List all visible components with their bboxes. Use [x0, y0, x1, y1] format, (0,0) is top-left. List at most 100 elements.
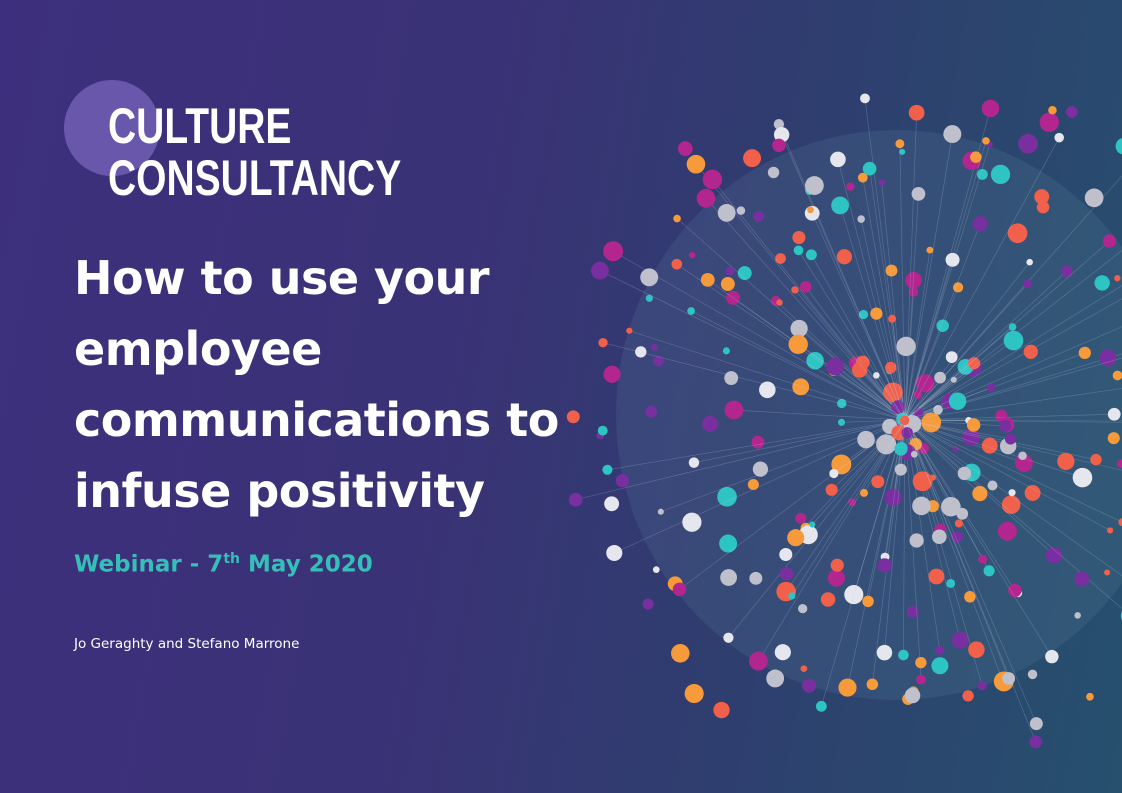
burst-dot	[888, 314, 897, 323]
burst-dot	[948, 392, 967, 410]
burst-dot	[827, 569, 845, 587]
burst-dot	[1001, 495, 1021, 514]
burst-ray	[904, 137, 1060, 421]
burst-dot	[650, 343, 658, 351]
burst-dot	[792, 230, 806, 245]
burst-dot	[894, 442, 908, 456]
burst-ray	[629, 330, 906, 421]
burst-dot	[724, 371, 739, 385]
burst-dot	[725, 266, 735, 276]
burst-dot	[640, 268, 659, 287]
burst-ray	[602, 342, 906, 421]
burst-ray	[705, 198, 906, 421]
burst-dot	[857, 172, 868, 183]
burst-dot	[957, 466, 972, 481]
burst-dot	[913, 408, 924, 418]
burst-dot	[689, 251, 696, 259]
burst-dot	[603, 365, 621, 383]
burst-dot	[837, 418, 846, 426]
burst-ray	[904, 419, 1122, 577]
burst-dot	[767, 166, 780, 179]
burst-dot	[921, 412, 942, 433]
burst-dot	[805, 249, 817, 261]
burst-dot	[1008, 489, 1016, 497]
burst-dot	[1045, 546, 1063, 564]
burst-dot	[1107, 432, 1120, 445]
subtitle-sup: th	[223, 551, 240, 567]
burst-dot	[830, 151, 846, 168]
burst-dot	[604, 496, 620, 512]
burst-dot	[1029, 735, 1043, 749]
burst-ray	[904, 271, 1068, 421]
burst-ray	[904, 283, 1028, 421]
burst-ray	[904, 419, 1037, 724]
burst-dot	[895, 139, 905, 149]
burst-dot	[906, 606, 919, 618]
burst-dot	[1117, 459, 1122, 469]
burst-dot	[724, 400, 744, 420]
burst-ray	[904, 259, 953, 421]
burst-dot	[791, 286, 799, 294]
burst-ray	[904, 419, 1122, 523]
burst-dot	[806, 351, 824, 370]
burst-dot	[793, 245, 804, 256]
burst-ray	[679, 419, 906, 590]
burst-ray	[676, 218, 906, 421]
burst-dot	[836, 249, 852, 265]
burst-dot	[726, 290, 740, 305]
burst-ray	[614, 419, 906, 554]
burst-dot	[908, 104, 925, 121]
burst-ray	[904, 419, 1053, 657]
burst-ray	[904, 340, 1014, 421]
burst-dot	[815, 700, 827, 712]
burst-dot	[1002, 672, 1016, 685]
burst-dot	[1065, 106, 1078, 118]
burst-ray	[863, 419, 906, 494]
burst-dot	[749, 651, 768, 671]
burst-dot	[831, 196, 849, 215]
burst-dot	[935, 645, 945, 655]
burst-dot	[773, 126, 790, 143]
burst-dot	[953, 282, 964, 293]
burst-dot	[876, 644, 893, 661]
burst-dot	[951, 531, 963, 543]
burst-ray	[847, 419, 906, 688]
burst-dot	[677, 141, 693, 157]
burst-ray	[904, 379, 955, 421]
burst-ray	[781, 134, 906, 421]
burst-dot	[775, 253, 786, 264]
burst-dot	[798, 603, 808, 614]
burst-dot	[672, 582, 687, 597]
burst-dot	[905, 272, 922, 289]
burst-ray	[599, 270, 906, 421]
burst-dot	[597, 425, 608, 436]
burst-ray	[660, 419, 906, 513]
burst-dot	[800, 665, 808, 673]
burst-dot	[873, 372, 880, 379]
subtitle-suffix: May 2020	[239, 551, 373, 578]
burst-ray	[904, 144, 990, 421]
burst-dot	[805, 176, 824, 195]
burst-dot	[894, 463, 907, 476]
burst-ray	[904, 419, 983, 560]
burst-dot	[788, 334, 808, 355]
burst-dot	[671, 644, 690, 663]
burst-dot	[774, 644, 791, 661]
burst-ray	[904, 112, 917, 421]
burst-dot	[978, 554, 988, 564]
burst-dot	[844, 585, 864, 605]
burst-dot	[603, 241, 624, 262]
burst-ray	[758, 419, 906, 662]
burst-dot	[946, 579, 956, 588]
burst-dot	[950, 376, 957, 383]
burst-dot	[964, 591, 976, 603]
burst-dot	[1114, 275, 1121, 282]
burst-dot	[945, 252, 960, 267]
burst-dot	[901, 427, 913, 439]
burst-dot	[858, 309, 869, 320]
burst-dot	[962, 428, 981, 447]
burst-dot	[568, 492, 583, 507]
burst-dot	[1018, 133, 1038, 154]
burst-dot	[1027, 669, 1038, 680]
burst-dot	[898, 649, 909, 661]
